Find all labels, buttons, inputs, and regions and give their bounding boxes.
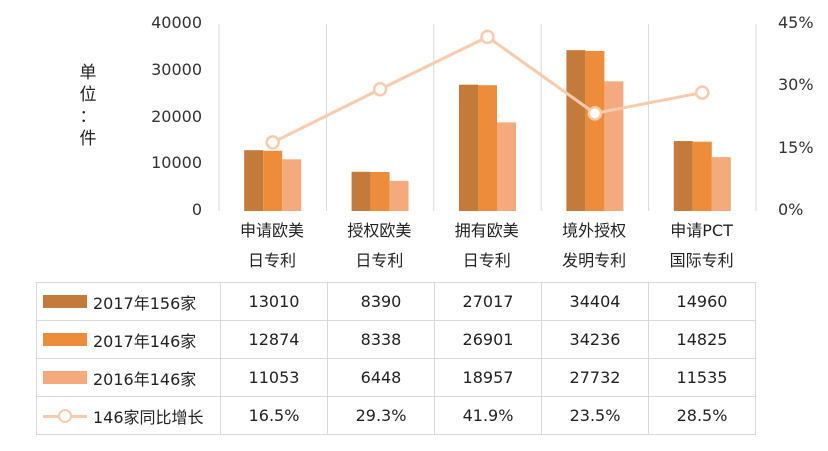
line-point <box>480 29 495 45</box>
bar <box>459 84 478 211</box>
y2-tick-label: 15% <box>778 137 814 157</box>
legend-swatch <box>43 295 87 308</box>
data-label: 23.5% <box>541 396 649 435</box>
bar <box>566 50 586 211</box>
data-label: 26901 <box>434 320 542 359</box>
data-label: 6448 <box>327 358 435 397</box>
y-axis-label-char: 位 <box>79 85 97 105</box>
data-label: 34236 <box>541 320 649 359</box>
y2-tick-label: 45% <box>778 13 814 32</box>
data-label: 28.5% <box>648 396 756 435</box>
y-tick-label: 40000 <box>151 13 202 32</box>
line-point <box>587 106 603 121</box>
category-label: 申请PCT 国际专利 <box>669 221 734 270</box>
data-label: 11535 <box>648 358 756 397</box>
data-label: 27017 <box>434 282 542 321</box>
bar <box>351 171 371 211</box>
data-label: 14825 <box>648 320 756 359</box>
data-label: 18957 <box>434 358 542 397</box>
legend-label: 2016年146家 <box>93 369 197 389</box>
legend-label: 2017年156家 <box>93 293 197 313</box>
y2-tick-label: 30% <box>778 75 814 95</box>
bar <box>692 141 712 211</box>
line-point <box>695 85 710 100</box>
data-label: 16.5% <box>220 396 328 435</box>
bar <box>244 150 264 211</box>
data-label: 41.9% <box>434 396 542 435</box>
y-tick-label: 30000 <box>151 59 202 79</box>
data-label: 8338 <box>327 320 435 359</box>
category-label: 授权欧美 日专利 <box>347 221 412 270</box>
legend-entry: 146家同比增长 <box>36 396 221 435</box>
y-axis-label-char: ： <box>79 107 97 127</box>
legend-swatch <box>43 333 87 346</box>
data-label: 11053 <box>220 358 328 397</box>
line-point <box>372 81 388 97</box>
y-tick-label: 20000 <box>151 106 202 126</box>
y-tick-label: 10000 <box>151 153 202 173</box>
data-table-row: 2016年146家 11053 6448 18957 27732 11535 <box>36 358 756 397</box>
bar <box>389 180 409 211</box>
bar <box>478 85 497 211</box>
bar <box>604 81 624 211</box>
data-table-row: 2017年146家 12874 8338 26901 34236 14825 <box>36 320 756 359</box>
data-label: 13010 <box>220 282 328 321</box>
category-label: 境外授权 发明专利 <box>562 221 627 270</box>
y-tick-label: 0 <box>191 200 202 219</box>
bar <box>263 150 283 211</box>
bar <box>711 157 731 211</box>
legend-label: 146家同比增长 <box>93 407 204 427</box>
y2-tick-label: 0% <box>778 200 804 219</box>
data-label: 27732 <box>541 358 649 397</box>
bar <box>585 50 605 211</box>
data-table-row: 2017年156家 13010 8390 27017 34404 14960 <box>36 282 756 321</box>
bar <box>282 159 302 211</box>
legend-swatch <box>43 371 87 384</box>
category-label: 申请欧美 日专利 <box>239 221 304 270</box>
legend-entry: 2017年156家 <box>36 282 221 321</box>
line-point <box>265 135 280 150</box>
data-label: 8390 <box>327 282 435 321</box>
legend-line-marker <box>43 408 87 423</box>
y-axis-label-char: 件 <box>79 129 97 149</box>
legend-entry: 2017年146家 <box>36 320 221 359</box>
y-axis-label-char: 单 <box>79 63 97 83</box>
data-label: 29.3% <box>327 396 435 435</box>
data-table-row: 146家同比增长 16.5% 29.3% 41.9% 23.5% 28.5% <box>36 396 756 435</box>
data-table: 2017年156家 13010 8390 27017 34404 14960 2017年14… <box>36 282 756 435</box>
legend-label: 2017年146家 <box>93 331 197 351</box>
bar <box>497 122 516 211</box>
bar <box>370 172 390 211</box>
category-label: 拥有欧美 日专利 <box>454 221 519 270</box>
data-label: 14960 <box>648 282 756 321</box>
data-label: 12874 <box>220 320 328 359</box>
bar <box>673 141 693 211</box>
data-label: 34404 <box>541 282 649 321</box>
legend-entry: 2016年146家 <box>36 358 221 397</box>
y-axis-label: 单 位 ： 件 <box>76 62 100 150</box>
